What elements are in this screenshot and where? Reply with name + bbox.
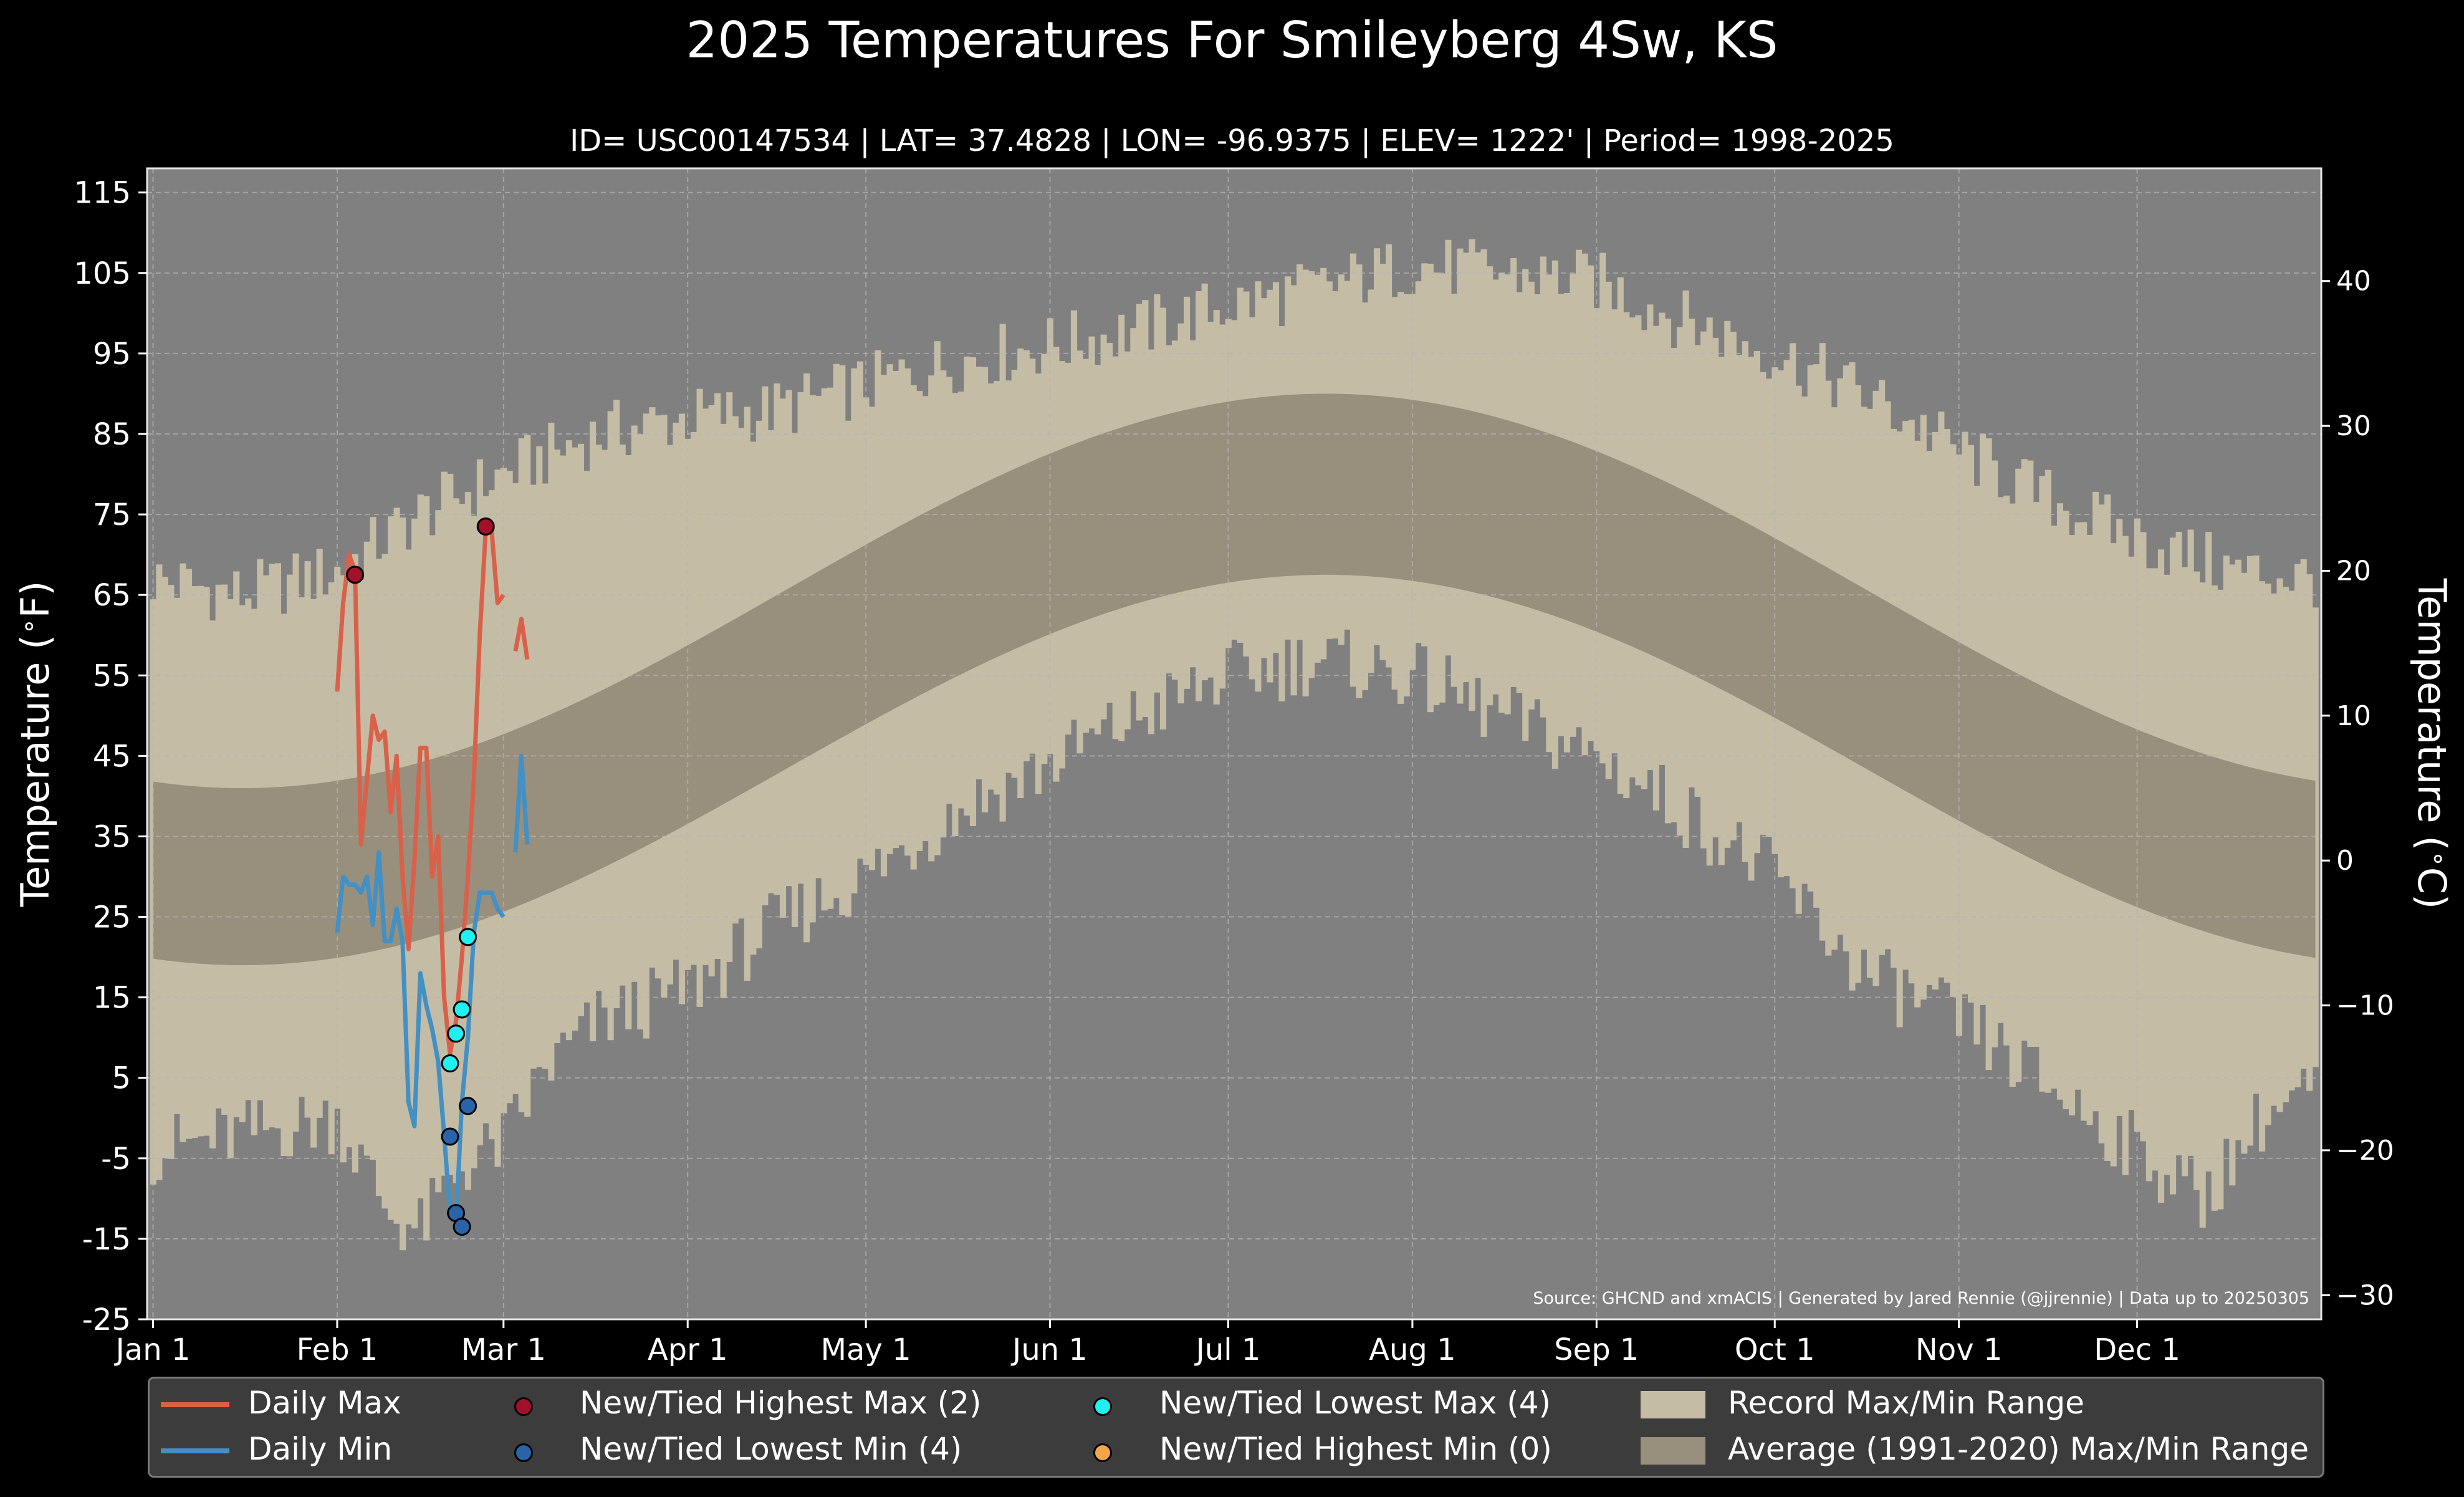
legend-label-record-range: Record Max/Min Range [1728,1385,2084,1421]
y-tick-label: 95 [93,337,131,372]
legend-label-highest-max: New/Tied Highest Max (2) [580,1385,982,1421]
x-tick-label: Feb 1 [297,1332,378,1367]
legend-marker-lowest-max [1093,1397,1112,1416]
source-note: Source: GHCND and xmACIS | Generated by … [1533,1289,2309,1308]
y-tick-label: 5 [112,1061,131,1096]
y-tick-right-label: −10 [2336,990,2394,1022]
y-tick-label: -15 [82,1222,131,1257]
x-tick-label: Aug 1 [1369,1332,1456,1367]
marker-highest-max [476,517,495,536]
y-tick-label: 115 [74,176,131,211]
x-tick-label: Jul 1 [1194,1332,1261,1367]
y-tick-label: 105 [74,256,131,291]
y-tick-label: 45 [93,739,131,774]
x-tick-label: Sep 1 [1554,1332,1639,1367]
y-tick-label: 55 [93,658,131,693]
legend: Daily Max Daily Min New/Tied Highest Max… [148,1377,2324,1478]
marker-lowest-max [453,1000,471,1019]
legend-line-daily-min [161,1448,229,1453]
marker-lowest-min [459,1097,477,1115]
x-tick-label: Dec 1 [2094,1332,2180,1367]
y-tick-label: 25 [93,900,131,935]
record-markers [346,517,495,1236]
marker-lowest-max [447,1024,466,1043]
legend-label-lowest-min: New/Tied Lowest Min (4) [580,1431,962,1467]
y-axis-left: 115 105 95 85 75 65 55 45 35 25 15 5 -5 -15 -25 [74,176,147,1337]
x-tick-label: Nov 1 [1915,1332,2002,1367]
y-tick-right-label: 10 [2336,700,2371,732]
legend-label-lowest-max: New/Tied Lowest Max (4) [1159,1385,1551,1421]
y-tick-label: 15 [93,981,131,1016]
series-lines [335,528,530,1225]
legend-patch-average-range [1641,1437,1705,1465]
legend-line-daily-max [161,1402,229,1407]
y-tick-label: -5 [101,1142,131,1177]
marker-lowest-min [441,1127,459,1146]
y-tick-label: 85 [93,417,131,452]
x-tick-label: May 1 [821,1332,911,1367]
degree-sign-left: ∘ [13,618,44,634]
y-axis-right: 40 30 20 10 0 −10 −20 −30 [2321,266,2394,1311]
y-tick-label: 65 [93,578,131,613]
y-tick-label: -25 [82,1302,131,1337]
x-tick-label: Oct 1 [1735,1332,1815,1367]
y-axis-label-left: Temperature (∘F) [12,581,58,908]
marker-lowest-max [441,1054,459,1072]
legend-marker-highest-max [514,1397,533,1416]
x-tick-label: Apr 1 [648,1332,728,1367]
chart-title: 2025 Temperatures For Smileyberg 4Sw, KS [686,11,1778,69]
x-tick-label: Mar 1 [461,1332,546,1367]
y-tick-right-label: 0 [2336,845,2354,877]
x-axis: Jan 1 Feb 1 Mar 1 Apr 1 May 1 Jun 1 Jul 1 Aug 1… [114,1319,2180,1367]
y-tick-right-label: 20 [2336,555,2371,587]
degree-sign-right: ∘ [2423,850,2454,867]
legend-patch-record-range [1641,1391,1705,1418]
y-tick-right-label: −30 [2336,1279,2394,1311]
legend-label-daily-min: Daily Min [248,1431,393,1467]
legend-marker-lowest-min [514,1443,533,1462]
legend-label-highest-min: New/Tied Highest Min (0) [1159,1431,1552,1467]
legend-marker-highest-min [1093,1443,1112,1462]
y-tick-right-label: 30 [2336,410,2371,442]
marker-lowest-min [453,1218,471,1236]
marker-highest-max [346,566,365,584]
legend-label-average-range: Average (1991-2020) Max/Min Range [1728,1431,2309,1467]
legend-label-daily-max: Daily Max [248,1385,401,1421]
y-tick-label: 35 [93,819,131,854]
x-tick-label: Jan 1 [114,1332,191,1367]
plot-frame [146,167,2323,1321]
daily-max-line [335,528,530,1056]
record-range-bar [2312,607,2319,1067]
y-tick-right-label: −20 [2336,1135,2394,1167]
y-tick-right-label: 40 [2336,266,2371,297]
chart-subtitle: ID= USC00147534 | LAT= 37.4828 | LON= -9… [570,123,1894,158]
x-tick-label: Jun 1 [1010,1332,1088,1367]
y-axis-label-right: Temperature (∘C) [2409,578,2455,909]
y-tick-label: 75 [93,498,131,532]
daily-min-line [335,753,530,1225]
marker-lowest-max [459,928,477,946]
